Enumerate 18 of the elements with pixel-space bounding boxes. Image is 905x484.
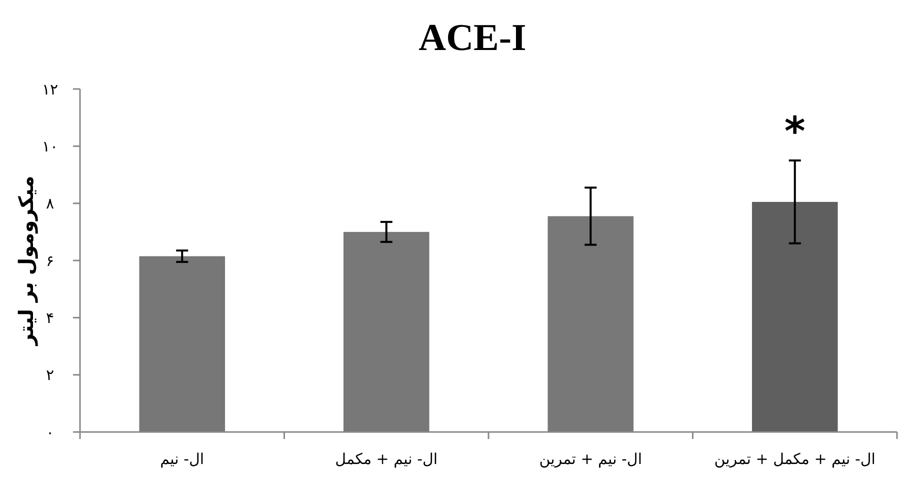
y-axis-title: میکرومول بر لیتر bbox=[14, 176, 38, 346]
y-tick-label: ۶ bbox=[46, 252, 54, 270]
bar bbox=[139, 256, 226, 432]
annotation: * bbox=[784, 109, 806, 155]
y-tick-label: ۱۰ bbox=[42, 137, 58, 156]
bar bbox=[548, 216, 634, 432]
y-tick-label: ۱۲ bbox=[42, 80, 58, 98]
bar bbox=[752, 202, 838, 432]
x-tick-label: ال- نیم + مکمل + تمرین bbox=[714, 450, 876, 468]
y-tick-label: ۲ bbox=[46, 366, 54, 384]
x-tick-label: ال- نیم + مکمل bbox=[335, 450, 438, 468]
x-tick-label: ال- نیم bbox=[160, 450, 204, 468]
chart-title: ACE-I bbox=[418, 17, 526, 59]
y-tick-label: ۸ bbox=[46, 194, 54, 213]
x-tick-label: ال- نیم + تمرین bbox=[539, 450, 642, 468]
y-tick-label: ۰ bbox=[46, 423, 54, 442]
bar bbox=[343, 232, 430, 432]
y-tick-label: ۴ bbox=[46, 308, 54, 327]
